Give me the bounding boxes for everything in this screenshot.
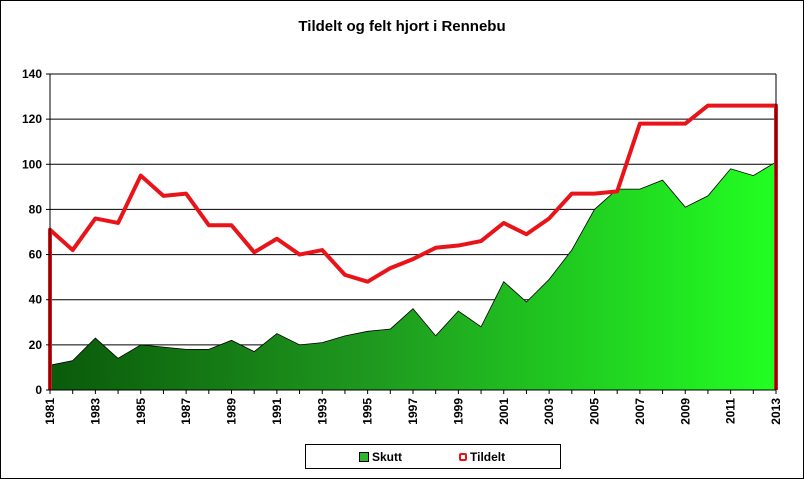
legend: Skutt Tildelt bbox=[305, 444, 561, 469]
ytick-label-120: 120 bbox=[22, 112, 42, 126]
ytick-label-60: 60 bbox=[29, 248, 43, 262]
xtick-label-1985: 1985 bbox=[134, 398, 148, 425]
xtick-label-1995: 1995 bbox=[361, 398, 375, 425]
legend-swatch-tildelt bbox=[459, 453, 467, 461]
series-skutt-area bbox=[49, 161, 777, 391]
legend-swatch-skutt bbox=[359, 452, 369, 462]
chart-title: Tildelt og felt hjort i Rennebu bbox=[298, 18, 506, 35]
xtick-label-2009: 2009 bbox=[678, 398, 692, 425]
ytick-label-0: 0 bbox=[35, 383, 42, 397]
legend-label-tildelt: Tildelt bbox=[470, 450, 506, 464]
xtick-label-2013: 2013 bbox=[769, 398, 783, 425]
legend-item-skutt: Skutt bbox=[359, 450, 402, 464]
xtick-label-2001: 2001 bbox=[497, 398, 511, 425]
ytick-label-140: 140 bbox=[22, 67, 42, 81]
legend-item-tildelt: Tildelt bbox=[459, 450, 505, 464]
ytick-label-80: 80 bbox=[29, 202, 43, 216]
xtick-label-1993: 1993 bbox=[315, 398, 329, 425]
xtick-label-1999: 1999 bbox=[451, 398, 465, 425]
xtick-label-1987: 1987 bbox=[179, 398, 193, 425]
series-tildelt-line bbox=[48, 103, 778, 390]
xtick-label-2011: 2011 bbox=[724, 398, 738, 424]
xtick-label-2007: 2007 bbox=[633, 398, 647, 425]
ytick-label-100: 100 bbox=[22, 157, 42, 171]
xtick-label-1983: 1983 bbox=[88, 398, 102, 425]
ytick-label-40: 40 bbox=[29, 293, 43, 307]
xtick-label-1989: 1989 bbox=[225, 398, 239, 425]
legend-label-skutt: Skutt bbox=[372, 450, 402, 464]
xtick-label-2005: 2005 bbox=[588, 398, 602, 425]
xtick-label-1991: 1991 bbox=[270, 398, 284, 425]
xtick-label-1981: 1981 bbox=[43, 398, 57, 425]
xtick-label-2003: 2003 bbox=[542, 398, 556, 425]
xtick-label-1997: 1997 bbox=[406, 398, 420, 425]
ytick-label-20: 20 bbox=[29, 338, 43, 352]
